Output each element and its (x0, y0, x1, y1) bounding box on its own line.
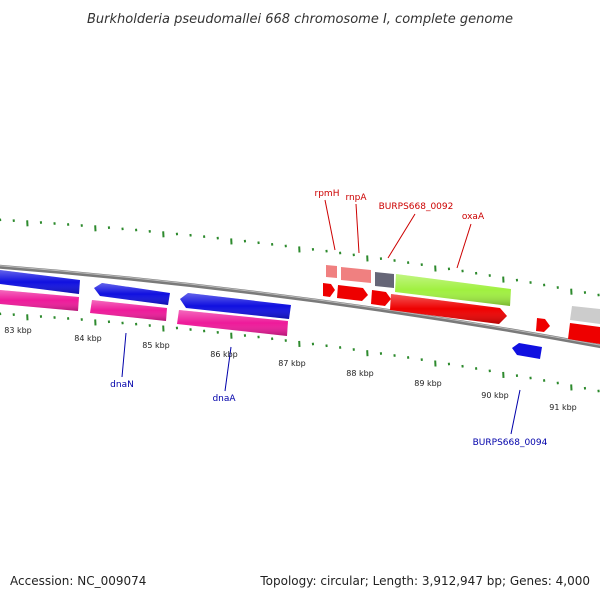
cds-pink-rpmH[interactable] (326, 265, 337, 278)
label-oxaA[interactable]: oxaA (462, 212, 485, 222)
leader-oxaA (456, 223, 472, 269)
accession-text: Accession: NC_009074 (10, 574, 146, 588)
scale-label: 90 kbp (481, 391, 509, 400)
scale-label: 83 kbp (4, 326, 32, 335)
leader-dnaA (224, 346, 232, 392)
scale-label: 85 kbp (142, 341, 170, 350)
scale-label: 86 kbp (210, 350, 238, 359)
chromosome-backbone (0, 264, 600, 349)
cds-red-5[interactable] (536, 318, 550, 332)
label-BURPS668_0094[interactable]: BURPS668_0094 (473, 438, 548, 448)
cds-blue-BURPS668_0094[interactable] (512, 343, 542, 359)
scale-label: 87 kbp (278, 359, 306, 368)
label-rnpA[interactable]: rnpA (345, 193, 367, 203)
leader-dnaN (121, 332, 127, 378)
cds-red-1[interactable] (323, 283, 335, 297)
label-dnaA[interactable]: dnaA (212, 394, 236, 404)
scale-label: 91 kbp (549, 403, 577, 412)
shading (0, 270, 511, 336)
scale-label: 88 kbp (346, 369, 374, 378)
cds-red-2[interactable] (337, 285, 368, 301)
leader-rpmH (324, 199, 336, 251)
chromosome-backbone-highlight (0, 265, 600, 346)
leader-BURPS668_0094 (510, 389, 521, 435)
label-BURPS668_0092[interactable]: BURPS668_0092 (379, 202, 454, 212)
cds-red-3[interactable] (371, 290, 391, 306)
leader-BURPS668_0092 (387, 213, 416, 259)
outer-tick-row (0, 218, 600, 297)
cds-red-6[interactable] (568, 323, 600, 344)
cds-lightgray-1[interactable] (570, 306, 600, 324)
label-rpmH[interactable]: rpmH (315, 189, 340, 199)
cds-darkgray-BURPS668_0092[interactable] (375, 272, 394, 288)
inner-tick-row (0, 312, 600, 393)
cds-pink-rnpA[interactable] (341, 267, 371, 283)
scale-label: 89 kbp (414, 379, 442, 388)
scale-labels: 83 kbp 84 kbp 85 kbp 86 kbp 87 kbp 88 kb… (4, 326, 577, 412)
label-dnaN[interactable]: dnaN (110, 380, 134, 390)
map-title: Burkholderia pseudomallei 668 chromosome… (87, 12, 513, 27)
genome-summary-text: Topology: circular; Length: 3,912,947 bp… (259, 574, 590, 588)
leader-rnpA (355, 203, 360, 254)
scale-label: 84 kbp (74, 334, 102, 343)
